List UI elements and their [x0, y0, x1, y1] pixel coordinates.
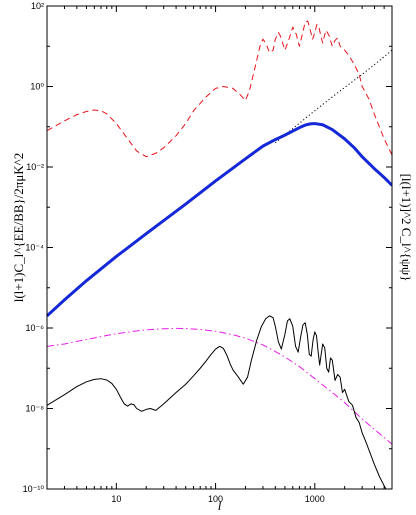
y-tick-label: 10² — [31, 1, 44, 11]
x-axis-label: l — [218, 498, 222, 513]
x-tick-label: 1000 — [305, 494, 325, 504]
series-layer — [47, 20, 392, 489]
y-tick-label: 10⁻¹⁰ — [23, 484, 45, 494]
y-tick-label: 10⁰ — [30, 82, 44, 92]
series-dashed-0 — [47, 20, 392, 158]
plot-frame — [46, 5, 393, 490]
x-tick-label: 100 — [208, 494, 223, 504]
series-solid-4 — [47, 315, 387, 489]
axis-ticks: 10 100 1000 10⁻¹⁰ 10⁻⁸ 10⁻⁶ 10⁻⁴ 10⁻² 10⁰ 10² — [23, 1, 393, 504]
y-axis-label-right: [l(l+1)]^2 C_l^{ψψ} — [399, 174, 414, 282]
series-dashdot-3 — [47, 327, 392, 445]
series-solid-2 — [47, 122, 392, 317]
y-tick-label: 10⁻² — [26, 162, 44, 172]
y-axis-label-left: l(l+1)C_l^{EE/BB}/2πμK^2 — [11, 153, 26, 303]
y-tick-label: 10⁻⁸ — [25, 404, 44, 414]
x-tick-label: 10 — [111, 494, 121, 504]
y-tick-label: 10⁻⁶ — [26, 323, 45, 333]
y-tick-label: 10⁻⁴ — [25, 243, 44, 253]
